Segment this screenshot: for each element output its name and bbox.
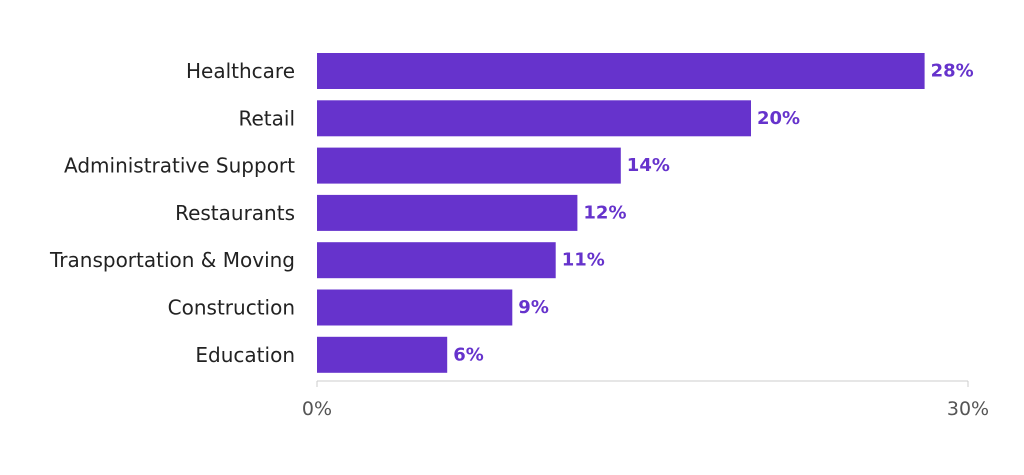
category-label-retail: Retail — [238, 106, 295, 130]
value-label-construction: 9% — [518, 297, 549, 318]
value-label-transportation-and-moving: 11% — [562, 250, 605, 271]
x-ticks-group: 0% 30% — [302, 381, 989, 420]
value-label-administrative-support: 14% — [627, 155, 670, 176]
x-tick-label: 0% — [302, 398, 332, 420]
bar-restaurants — [317, 194, 578, 231]
category-label-education: Education — [195, 343, 295, 367]
category-label-administrative-support: Administrative Support — [64, 154, 295, 178]
bar-education — [317, 336, 448, 373]
value-label-restaurants: 12% — [583, 202, 626, 223]
category-label-restaurants: Restaurants — [175, 201, 295, 225]
category-label-healthcare: Healthcare — [186, 59, 295, 83]
bar-construction — [317, 289, 513, 326]
bar-transportation-and-moving — [317, 242, 556, 279]
bar-healthcare — [317, 53, 925, 89]
x-tick-label: 30% — [947, 398, 989, 420]
value-label-healthcare: 28% — [931, 61, 974, 82]
value-label-education: 6% — [453, 344, 484, 365]
bar-administrative-support — [317, 147, 621, 184]
bars-group — [317, 53, 925, 373]
value-label-retail: 20% — [757, 108, 800, 129]
bar-retail — [317, 100, 751, 137]
value-labels-group: 28% 20% 14% 12% 11% 9% 6% — [453, 61, 973, 366]
category-labels-group: Healthcare Retail Administrative Support Re… — [49, 59, 295, 367]
category-label-construction: Construction — [168, 296, 295, 320]
category-label-transportation-and-moving: Transportation & Moving — [49, 248, 295, 272]
